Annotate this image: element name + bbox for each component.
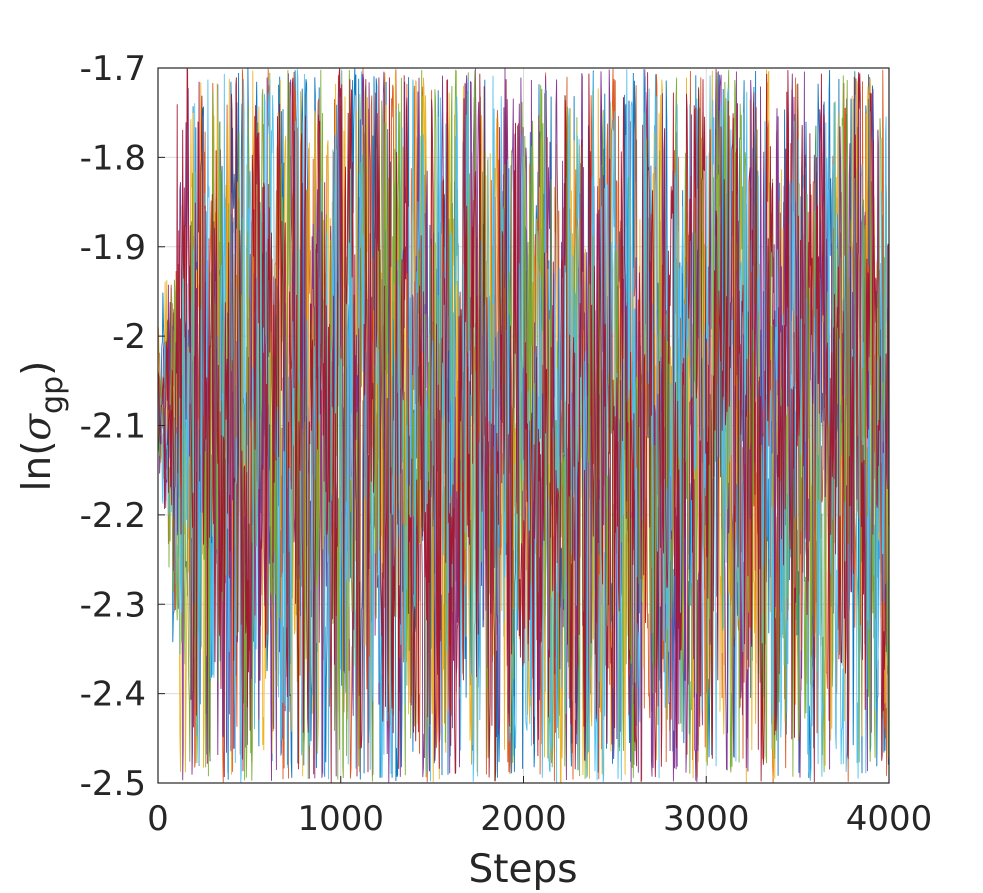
y-axis-title-prefix: ln(	[15, 441, 60, 492]
x-tick-label: 3000	[663, 799, 750, 839]
y-tick-label: -2	[112, 317, 146, 357]
y-axis-title-subscript: gp	[35, 376, 70, 414]
y-axis-title-symbol: σ	[15, 413, 60, 441]
y-tick-label: -2.3	[80, 585, 146, 625]
x-axis-title: Steps	[468, 847, 577, 892]
y-tick-label: -2.2	[80, 496, 146, 536]
y-axis-title-suffix: )	[15, 361, 60, 376]
y-tick-label: -2.5	[80, 764, 146, 804]
y-tick-label: -1.9	[80, 228, 146, 268]
x-tick-label: 4000	[846, 799, 933, 839]
y-tick-label: -1.7	[80, 49, 146, 89]
y-tick-label: -1.8	[80, 138, 146, 178]
trace-lines	[157, 67, 890, 784]
x-tick-label: 1000	[297, 799, 384, 839]
trace-chain-7	[157, 67, 890, 784]
y-tick-label: -2.1	[80, 407, 146, 447]
y-tick-label: -2.4	[80, 675, 146, 715]
x-axis-ticks: 0 1000 2000 3000 4000	[147, 776, 932, 839]
trace-chain-6	[157, 68, 890, 784]
x-tick-label: 0	[147, 799, 169, 839]
y-axis-title: ln(σgp)	[15, 361, 70, 492]
x-tick-label: 2000	[480, 799, 567, 839]
y-axis-ticks: -1.7 -1.8 -1.9 -2 -2.1 -2.2 -2.3 -2.4 -2.5	[80, 49, 165, 804]
svg-text:ln(σgp): ln(σgp)	[15, 361, 70, 492]
